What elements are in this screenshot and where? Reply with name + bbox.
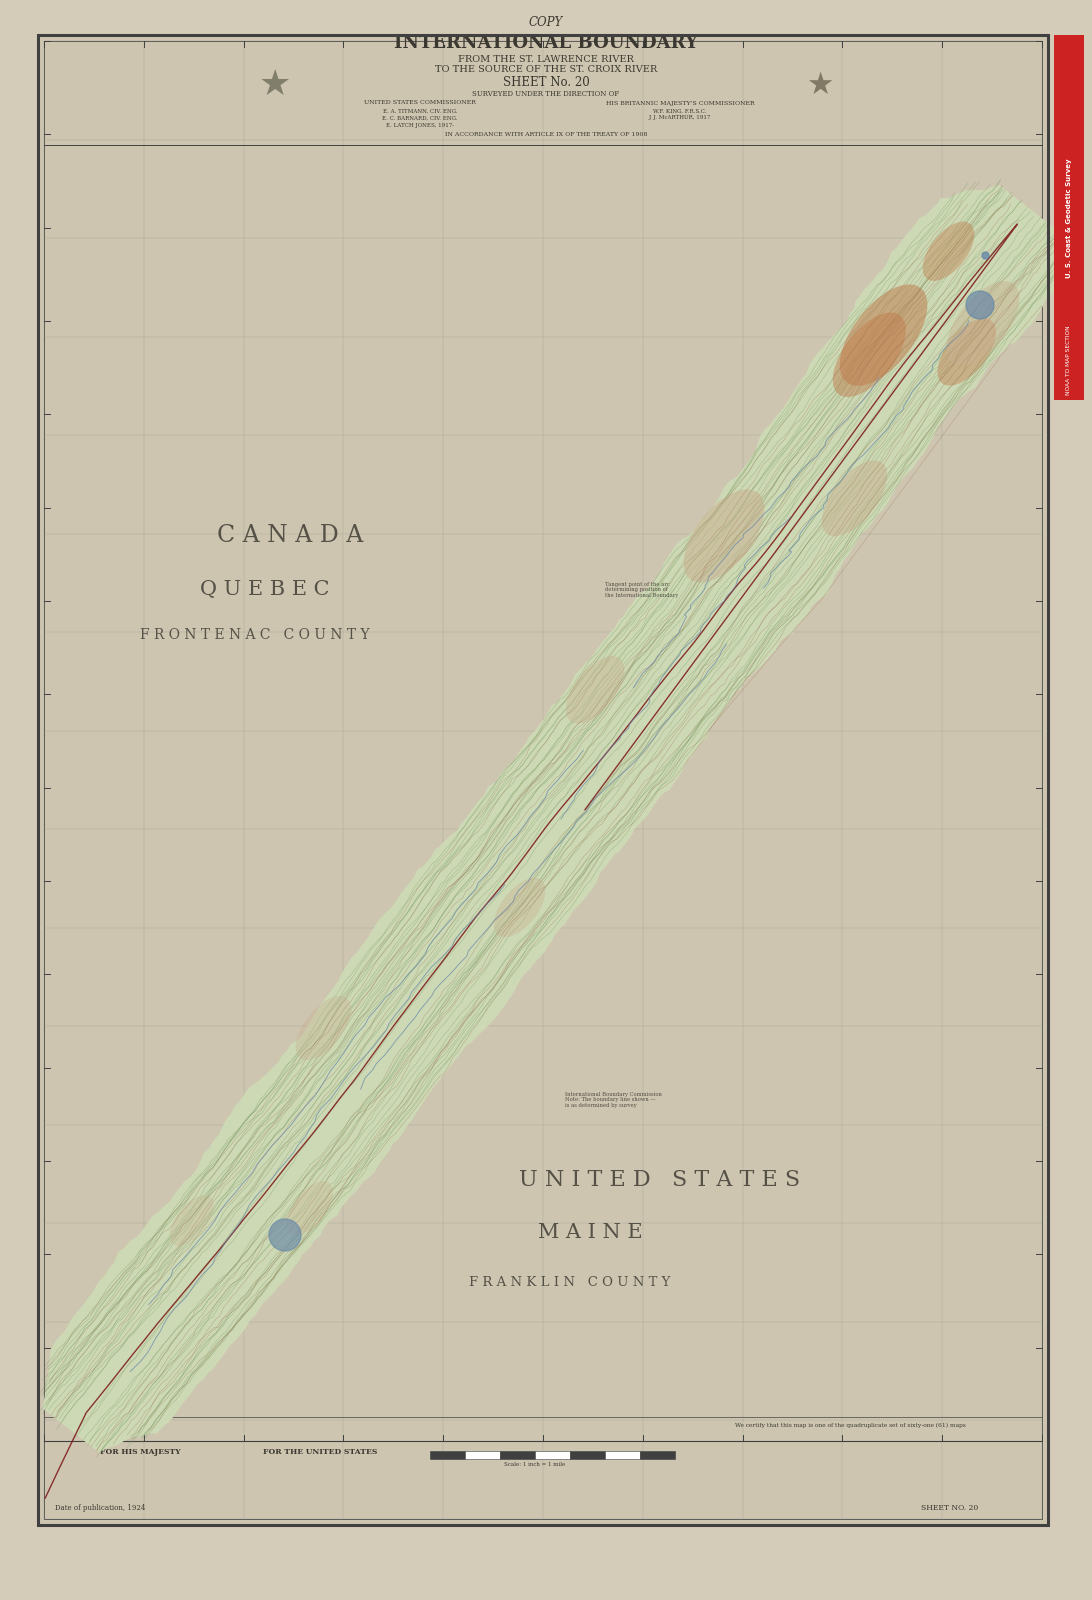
Text: M A I N E: M A I N E: [537, 1222, 642, 1242]
Text: E. A. TITMANN, CIV. ENG.: E. A. TITMANN, CIV. ENG.: [382, 109, 458, 114]
Bar: [535, 1451, 570, 1459]
Polygon shape: [684, 490, 764, 582]
Polygon shape: [43, 186, 1060, 1453]
Circle shape: [269, 1219, 301, 1251]
Polygon shape: [833, 312, 905, 397]
Circle shape: [966, 291, 994, 318]
Polygon shape: [840, 285, 927, 386]
Text: E. LATCH JONES, 1917-: E. LATCH JONES, 1917-: [385, 123, 454, 128]
Polygon shape: [923, 221, 974, 282]
Text: Tangent point of the arc
determining position of
the International Boundary: Tangent point of the arc determining pos…: [605, 582, 678, 598]
Text: INTERNATIONAL BOUNDARY: INTERNATIONAL BOUNDARY: [394, 34, 698, 51]
Polygon shape: [494, 878, 546, 938]
Text: NOAA TO MAP SECTION: NOAA TO MAP SECTION: [1067, 325, 1071, 395]
Bar: [1054, 35, 1084, 400]
Polygon shape: [286, 1181, 333, 1235]
Text: Scale: 1 inch = 1 mile: Scale: 1 inch = 1 mile: [505, 1462, 566, 1467]
Bar: [570, 1451, 605, 1459]
Text: F R A N K L I N   C O U N T Y: F R A N K L I N C O U N T Y: [470, 1275, 670, 1288]
Text: FOR THE UNITED STATES: FOR THE UNITED STATES: [263, 1448, 377, 1456]
Bar: [430, 1451, 465, 1459]
Text: J. J. McARTHUR, 1917: J. J. McARTHUR, 1917: [649, 115, 711, 120]
Bar: [465, 1451, 500, 1459]
Text: ★: ★: [806, 70, 833, 99]
Text: C A N A D A: C A N A D A: [217, 523, 364, 547]
Text: SHEET No. 20: SHEET No. 20: [502, 77, 590, 90]
Text: SHEET NO. 20: SHEET NO. 20: [922, 1504, 978, 1512]
Polygon shape: [296, 997, 352, 1061]
Text: We certify that this map is one of the quadruplicate set of sixty-one (61) maps: We certify that this map is one of the q…: [735, 1422, 965, 1427]
Bar: [640, 1451, 675, 1459]
Text: UNITED STATES COMMISSIONER: UNITED STATES COMMISSIONER: [364, 101, 476, 106]
Bar: [500, 1451, 535, 1459]
Polygon shape: [566, 656, 625, 723]
Text: Date of publication, 1924: Date of publication, 1924: [55, 1504, 145, 1512]
Text: U N I T E D   S T A T E S: U N I T E D S T A T E S: [520, 1170, 800, 1190]
Text: FOR HIS MAJESTY: FOR HIS MAJESTY: [99, 1448, 180, 1456]
Text: Q U E B E C: Q U E B E C: [200, 581, 330, 600]
Text: HIS BRITANNIC MAJESTY'S COMMISSIONER: HIS BRITANNIC MAJESTY'S COMMISSIONER: [606, 101, 755, 106]
Text: FROM THE ST. LAWRENCE RIVER: FROM THE ST. LAWRENCE RIVER: [458, 54, 634, 64]
Text: ★: ★: [259, 67, 292, 102]
Text: W.F. KING, F.R.S.C.: W.F. KING, F.R.S.C.: [653, 109, 707, 114]
Text: IN ACCORDANCE WITH ARTICLE IX OF THE TREATY OF 1908: IN ACCORDANCE WITH ARTICLE IX OF THE TRE…: [444, 131, 648, 136]
Polygon shape: [947, 282, 1019, 366]
Text: COPY: COPY: [529, 16, 563, 29]
Bar: [605, 1451, 640, 1459]
Text: International Boundary Commission
Note: The boundary line shown —
is as determin: International Boundary Commission Note: …: [565, 1091, 662, 1109]
Text: TO THE SOURCE OF THE ST. CROIX RIVER: TO THE SOURCE OF THE ST. CROIX RIVER: [435, 64, 657, 74]
Text: U. S. Coast & Geodetic Survey: U. S. Coast & Geodetic Survey: [1066, 158, 1072, 278]
Polygon shape: [169, 1195, 214, 1246]
Polygon shape: [822, 461, 887, 536]
Text: SURVEYED UNDER THE DIRECTION OF: SURVEYED UNDER THE DIRECTION OF: [473, 90, 619, 98]
Polygon shape: [938, 318, 996, 386]
Text: F R O N T E N A C   C O U N T Y: F R O N T E N A C C O U N T Y: [140, 627, 370, 642]
Text: E. C. BARNARD, CIV. ENG.: E. C. BARNARD, CIV. ENG.: [382, 115, 458, 120]
